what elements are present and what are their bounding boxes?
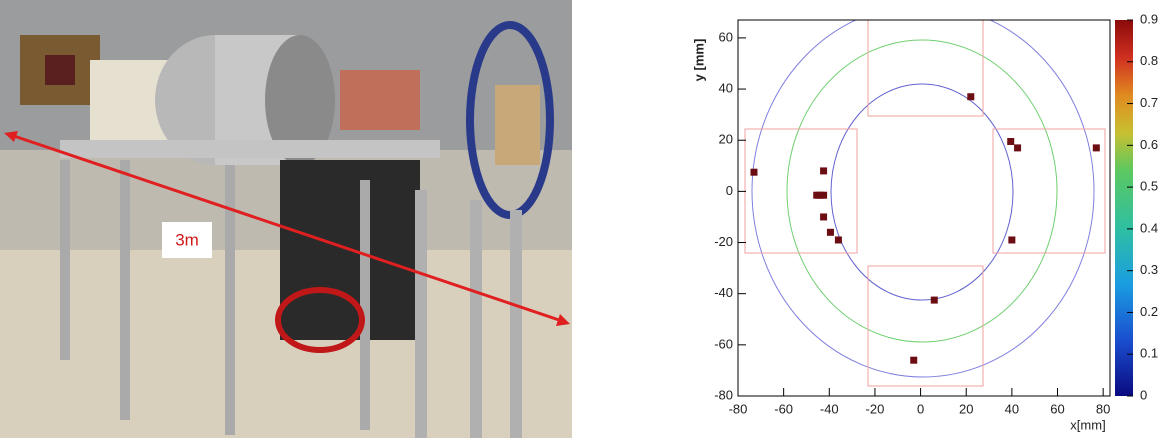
x-tick-label: -80 [729,401,748,416]
point [820,192,827,199]
colorbar-tick-label: 0 [1140,387,1147,402]
photo-label: 3m [175,230,199,249]
y-tick-label: -80 [714,387,733,402]
colorbar-tick-label: 0.4 [1140,220,1158,235]
point [1014,144,1021,151]
x-tick-label: 60 [1050,401,1064,416]
point [967,93,974,100]
colorbar-tick-label: 0.6 [1140,137,1158,152]
point [910,357,917,364]
y-tick-label: 20 [719,132,733,147]
x-tick-label: -40 [820,401,839,416]
y-tick-label: -20 [714,234,733,249]
y-axis-label: y [mm] [691,39,706,82]
point [1008,236,1015,243]
y-tick-label: 40 [719,80,733,95]
y-tick-label: -40 [714,285,733,300]
x-tick-label: -60 [774,401,793,416]
point [750,169,757,176]
x-axis-label: x[mm] [1070,417,1105,432]
colorbar-tick-label: 0.3 [1140,262,1158,277]
colorbar-tick-label: 0.7 [1140,95,1158,110]
colorbar-tick-label: 0.9 [1140,11,1158,26]
page: {"photo": {"label": "3m"}, "chart_data":… [0,0,1167,443]
plot-frame [738,20,1110,396]
colorbar-tick-label: 0.2 [1140,304,1158,319]
colorbar-tick-label: 0.1 [1140,346,1158,361]
y-tick-label: -60 [714,336,733,351]
y-tick-label: 0 [726,183,733,198]
point [1093,144,1100,151]
point [1007,138,1014,145]
point [827,229,834,236]
x-tick-label: 0 [917,401,924,416]
point [820,213,827,220]
x-tick-label: -20 [866,401,885,416]
point [820,167,827,174]
x-tick-label: 20 [959,401,973,416]
x-tick-label: 40 [1005,401,1019,416]
colorbar-tick-label: 0.5 [1140,179,1158,194]
photo: 3m [0,0,572,438]
y-tick-label: 60 [719,29,733,44]
colorbar-tick-label: 0.8 [1140,53,1158,68]
figure: 3m x[mm] y [mm] -80 -60 -40 -20 0 20 40 60 80 -80… [0,0,1167,438]
colorbar [1115,20,1133,396]
point [835,236,842,243]
detector-overlay [745,5,1105,386]
x-tick-label: 80 [1096,401,1110,416]
point [931,297,938,304]
